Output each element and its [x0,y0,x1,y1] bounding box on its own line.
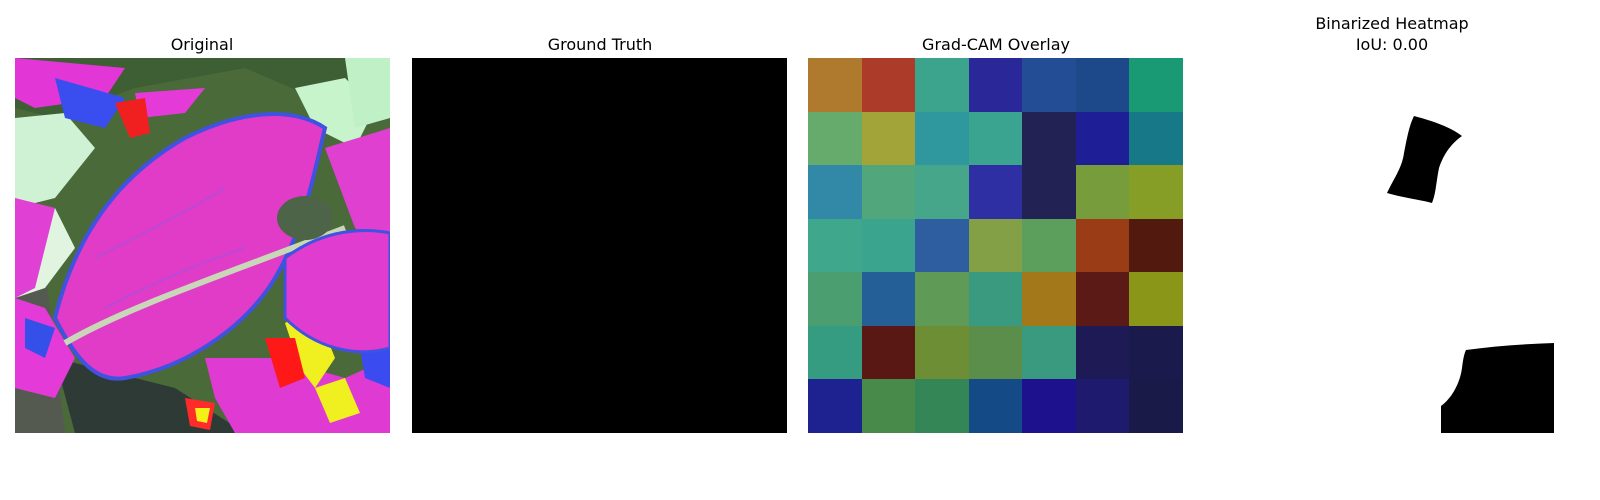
overlay-cell [1022,379,1077,434]
overlay-cell [968,218,1023,273]
overlay-cell [1129,165,1184,220]
panel-title-binarized-heatmap: Binarized Heatmap [1315,14,1469,33]
overlay-cell [808,165,862,220]
overlay-cell [1129,111,1184,166]
overlay-cell [861,218,916,273]
overlay-cell [1075,165,1130,220]
overlay-cell [915,272,970,327]
heatmap-blob-upper [1387,116,1462,203]
overlay-cell [808,218,862,273]
overlay-cell [861,272,916,327]
overlay-cell [968,325,1023,380]
overlay-cell [861,325,916,380]
overlay-cell [968,272,1023,327]
overlay-cell [1022,58,1077,112]
overlay-cell [1022,272,1077,327]
overlay-cell [808,325,862,380]
overlay-cell [968,58,1023,112]
overlay-cell [861,111,916,166]
overlay-cell [915,58,970,112]
overlay-cell [915,325,970,380]
overlay-cell [915,111,970,166]
overlay-cell [1022,325,1077,380]
overlay-cell [915,165,970,220]
overlay-cell [1129,58,1184,112]
overlay-cell [1075,58,1130,112]
overlay-cell [1075,111,1130,166]
overlay-cell [808,58,862,112]
overlay-cell [861,165,916,220]
overlay-cell [808,111,862,166]
overlay-cell [861,58,916,112]
panel-title-ground-truth: Ground Truth [547,35,653,54]
overlay-cell [968,111,1023,166]
overlay-cell [1022,165,1077,220]
heatmap-blob-lower [1441,343,1554,433]
overlay-cell [1129,379,1184,434]
original-image [15,58,390,433]
overlay-cell [1022,218,1077,273]
iou-score-label: IoU: 0.00 [1355,35,1429,54]
overlay-cell [1075,218,1130,273]
overlay-cell [1075,272,1130,327]
overlay-cell [808,379,862,434]
overlay-cell [915,218,970,273]
overlay-cell [1129,218,1184,273]
overlay-cell [1075,325,1130,380]
overlay-cell [1022,111,1077,166]
overlay-cell [968,379,1023,434]
panel-title-gradcam-overlay: Grad-CAM Overlay [922,35,1070,54]
overlay-cell [1075,379,1130,434]
gradcam-overlay-grid [808,58,1184,434]
overlay-cell [915,379,970,434]
overlay-cell [1129,325,1184,380]
binarized-heatmap [1204,58,1579,433]
overlay-cell [808,272,862,327]
overlay-cell [1129,272,1184,327]
ground-truth-mask [412,58,787,433]
overlay-cell [861,379,916,434]
overlay-cell [968,165,1023,220]
panel-title-original: Original [170,35,234,54]
